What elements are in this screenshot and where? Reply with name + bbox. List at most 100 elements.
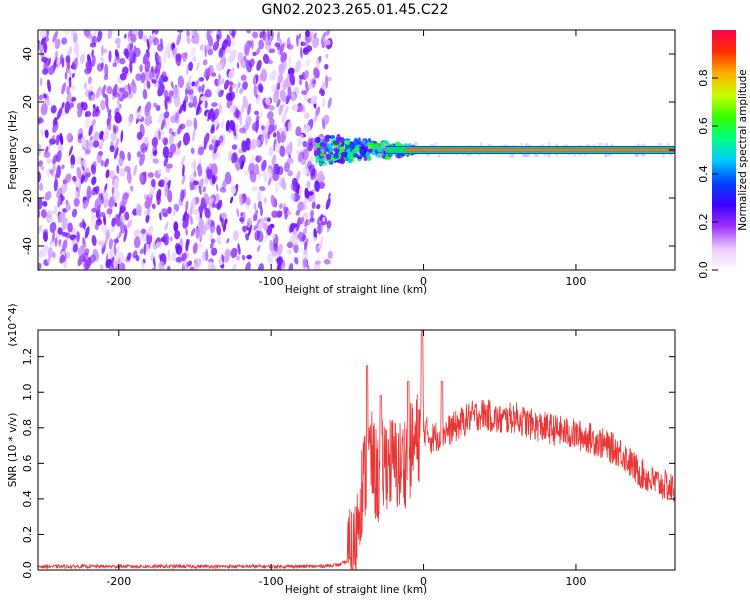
heatmap-blob	[363, 156, 367, 162]
heatmap-blob	[272, 124, 277, 132]
heatmap-blob	[182, 99, 187, 112]
heatmap-blob	[42, 231, 49, 242]
heatmap-blob	[108, 264, 114, 270]
heatmap-blob	[522, 153, 528, 158]
heatmap-blob	[311, 201, 316, 210]
y-tick-label: 0.0	[21, 561, 34, 579]
heatmap-blob	[192, 180, 199, 186]
heatmap-blob	[276, 130, 281, 144]
heatmap-blob	[66, 91, 72, 105]
heatmap-blob	[156, 188, 162, 201]
heatmap-blob	[239, 113, 243, 126]
heatmap-blob	[124, 48, 130, 59]
heatmap-blob	[192, 242, 198, 254]
heatmap-blob	[186, 35, 191, 45]
heatmap-blob	[266, 59, 274, 65]
heatmap-blob	[38, 94, 44, 101]
heatmap-blob	[142, 52, 150, 65]
heatmap-blob	[114, 202, 118, 207]
heatmap-blob	[180, 155, 186, 167]
heatmap-blob	[229, 104, 236, 114]
heatmap-blob	[213, 119, 219, 127]
heatmap-blob	[54, 50, 59, 58]
heatmap-blob	[276, 99, 281, 108]
heatmap-blob	[255, 94, 262, 105]
heatmap-blob	[205, 248, 209, 262]
heatmap-blob	[309, 209, 315, 218]
heatmap-blob	[191, 81, 196, 87]
heatmap-blob	[190, 227, 196, 237]
colorbar-tick-label: 0.6	[697, 117, 710, 135]
heatmap-blob	[68, 78, 72, 88]
heatmap-blob	[179, 123, 186, 130]
spectrogram-xlabel: Height of straight line (km)	[285, 284, 427, 296]
y-tick-label: 40	[21, 47, 34, 61]
heatmap-blob	[38, 117, 44, 124]
heatmap-blob	[204, 207, 211, 219]
heatmap-blob	[251, 186, 258, 192]
snr-series	[38, 330, 675, 570]
heatmap-blob	[304, 80, 309, 92]
x-tick-label: 100	[565, 575, 586, 588]
colorbar-tick-label: 0.8	[697, 69, 710, 87]
snr-frame	[37, 329, 676, 571]
heatmap-blob	[218, 103, 222, 114]
heatmap-blob	[140, 72, 146, 84]
heatmap-blob	[104, 158, 110, 168]
heatmap-blob	[60, 183, 68, 194]
heatmap-blob	[274, 181, 279, 194]
heatmap-blob	[288, 55, 291, 67]
heatmap-blob	[327, 76, 332, 82]
heatmap-blob	[146, 232, 153, 245]
heatmap-blob	[190, 95, 194, 104]
heatmap-blob	[158, 260, 165, 270]
heatmap-blob	[197, 106, 202, 115]
heatmap-blob	[154, 68, 159, 74]
y-tick-label: -20	[21, 189, 34, 207]
heatmap-blob	[217, 152, 221, 159]
heatmap-blob	[267, 168, 273, 178]
heatmap-blob	[293, 243, 299, 254]
heatmap-blob	[171, 251, 177, 262]
heatmap-blob	[97, 30, 102, 37]
heatmap-blob	[290, 192, 296, 202]
heatmap-blob	[162, 146, 170, 159]
heatmap-blob	[224, 218, 228, 225]
figure-title: GN02.2023.265.01.45.C22	[262, 2, 449, 18]
heatmap-blob	[99, 211, 106, 218]
heatmap-blob	[153, 149, 158, 157]
heatmap-blob	[88, 124, 93, 136]
heatmap-blob	[70, 234, 75, 242]
heatmap-blob	[281, 113, 286, 124]
heatmap-blob	[232, 230, 239, 241]
heatmap-blob	[61, 37, 68, 45]
heatmap-blob	[114, 137, 120, 150]
heatmap-blob	[327, 250, 333, 260]
heatmap-blob	[194, 80, 198, 88]
heatmap-blob	[279, 43, 285, 55]
heatmap-blob	[173, 203, 180, 212]
heatmap-blob	[124, 211, 130, 221]
heatmap-blob	[206, 30, 211, 41]
heatmap-blob	[340, 152, 347, 158]
heatmap-blob	[213, 140, 219, 154]
y-tick-label: -40	[21, 237, 34, 255]
heatmap-blob	[239, 87, 244, 95]
heatmap-blob	[168, 127, 173, 134]
heatmap-blob	[288, 262, 294, 270]
heatmap-blob	[286, 241, 294, 249]
heatmap-blob	[203, 193, 210, 206]
heatmap-blob	[166, 115, 171, 129]
heatmap-blob	[229, 38, 236, 48]
heatmap-blob	[105, 126, 108, 132]
snr-multiplier: (x10^4)	[7, 303, 19, 346]
heatmap-blob	[249, 170, 257, 183]
heatmap-blob	[533, 153, 540, 158]
heatmap-blob	[305, 58, 311, 67]
heatmap-blob	[296, 216, 301, 228]
y-tick-label: 20	[21, 95, 34, 109]
heatmap-blob	[240, 211, 246, 225]
heatmap-blob	[311, 77, 317, 88]
heatmap-blob	[93, 131, 100, 143]
